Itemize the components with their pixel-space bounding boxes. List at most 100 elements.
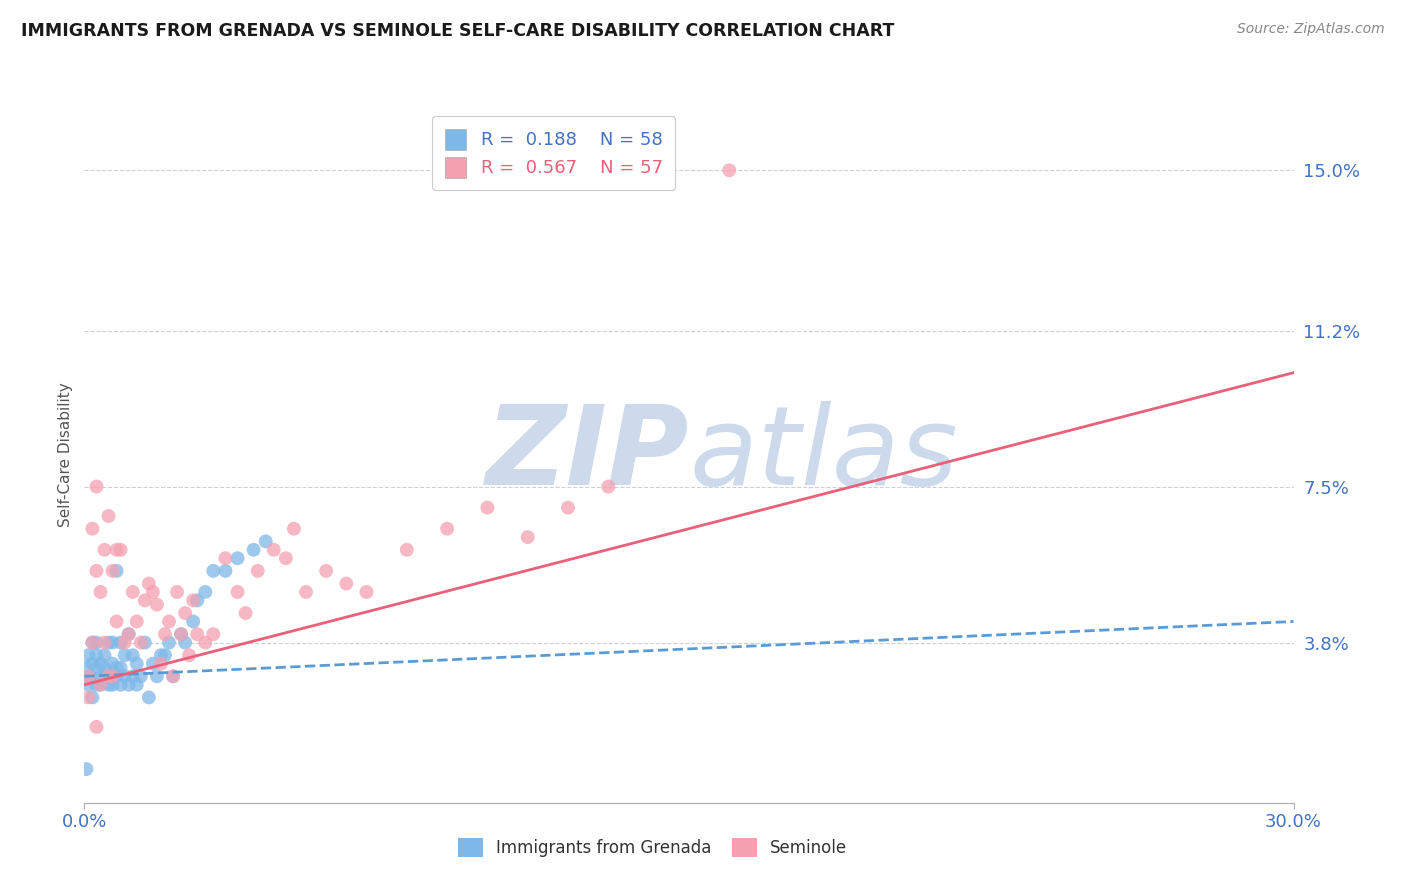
Point: [86, 661, 108, 675]
Point: [125, 615, 148, 629]
Point: [97, 669, 120, 683]
Point: [121, 585, 143, 599]
Y-axis label: Self-Care Disability: Self-Care Disability: [58, 383, 73, 527]
Point: [174, 606, 197, 620]
Point: [118, 678, 141, 692]
Point: [146, 669, 169, 683]
Point: [153, 648, 176, 663]
Point: [110, 661, 132, 675]
Point: [101, 669, 124, 683]
Point: [101, 657, 124, 671]
Point: [142, 657, 165, 671]
Point: [598, 479, 620, 493]
Point: [82, 690, 104, 705]
Point: [174, 635, 197, 649]
Point: [77, 648, 100, 663]
Text: atlas: atlas: [689, 401, 957, 508]
Point: [263, 542, 285, 557]
Point: [110, 635, 132, 649]
Point: [77, 669, 100, 683]
Point: [93, 542, 115, 557]
Point: [79, 669, 101, 683]
Legend: Immigrants from Grenada, Seminole: Immigrants from Grenada, Seminole: [451, 831, 853, 864]
Point: [89, 678, 111, 692]
Point: [162, 669, 184, 683]
Point: [295, 585, 318, 599]
Point: [226, 585, 249, 599]
Point: [86, 479, 108, 493]
Point: [557, 500, 579, 515]
Point: [118, 627, 141, 641]
Point: [186, 593, 208, 607]
Point: [134, 593, 156, 607]
Point: [181, 615, 204, 629]
Point: [97, 509, 120, 524]
Point: [101, 669, 124, 683]
Point: [170, 627, 193, 641]
Point: [93, 648, 115, 663]
Point: [89, 669, 111, 683]
Point: [86, 635, 108, 649]
Point: [77, 678, 100, 692]
Point: [194, 585, 217, 599]
Point: [125, 657, 148, 671]
Text: IMMIGRANTS FROM GRENADA VS SEMINOLE SELF-CARE DISABILITY CORRELATION CHART: IMMIGRANTS FROM GRENADA VS SEMINOLE SELF…: [21, 22, 894, 40]
Point: [86, 648, 108, 663]
Point: [114, 669, 136, 683]
Point: [97, 669, 120, 683]
Text: Source: ZipAtlas.com: Source: ZipAtlas.com: [1237, 22, 1385, 37]
Point: [214, 564, 236, 578]
Point: [142, 585, 165, 599]
Point: [235, 606, 257, 620]
Point: [153, 627, 176, 641]
Point: [75, 762, 97, 776]
Point: [105, 542, 128, 557]
Point: [242, 542, 264, 557]
Point: [101, 564, 124, 578]
Point: [97, 678, 120, 692]
Point: [82, 635, 104, 649]
Point: [162, 669, 184, 683]
Point: [254, 534, 277, 549]
Point: [110, 542, 132, 557]
Point: [477, 500, 499, 515]
Point: [93, 669, 115, 683]
Point: [82, 657, 104, 671]
Point: [121, 669, 143, 683]
Point: [718, 163, 741, 178]
Point: [149, 648, 172, 663]
Point: [114, 635, 136, 649]
Point: [114, 648, 136, 663]
Point: [149, 657, 172, 671]
Point: [105, 661, 128, 675]
Point: [283, 522, 305, 536]
Point: [138, 576, 160, 591]
Point: [118, 627, 141, 641]
Point: [86, 720, 108, 734]
Point: [82, 522, 104, 536]
Point: [125, 678, 148, 692]
Point: [86, 564, 108, 578]
Point: [202, 627, 225, 641]
Point: [105, 669, 128, 683]
Point: [86, 678, 108, 692]
Point: [226, 551, 249, 566]
Point: [335, 576, 357, 591]
Point: [93, 661, 115, 675]
Point: [101, 635, 124, 649]
Point: [105, 564, 128, 578]
Point: [138, 690, 160, 705]
Point: [516, 530, 538, 544]
Point: [315, 564, 337, 578]
Point: [110, 678, 132, 692]
Point: [105, 615, 128, 629]
Point: [89, 678, 111, 692]
Point: [202, 564, 225, 578]
Point: [194, 635, 217, 649]
Point: [157, 615, 180, 629]
Point: [436, 522, 458, 536]
Point: [129, 635, 152, 649]
Point: [146, 598, 169, 612]
Point: [89, 585, 111, 599]
Point: [101, 678, 124, 692]
